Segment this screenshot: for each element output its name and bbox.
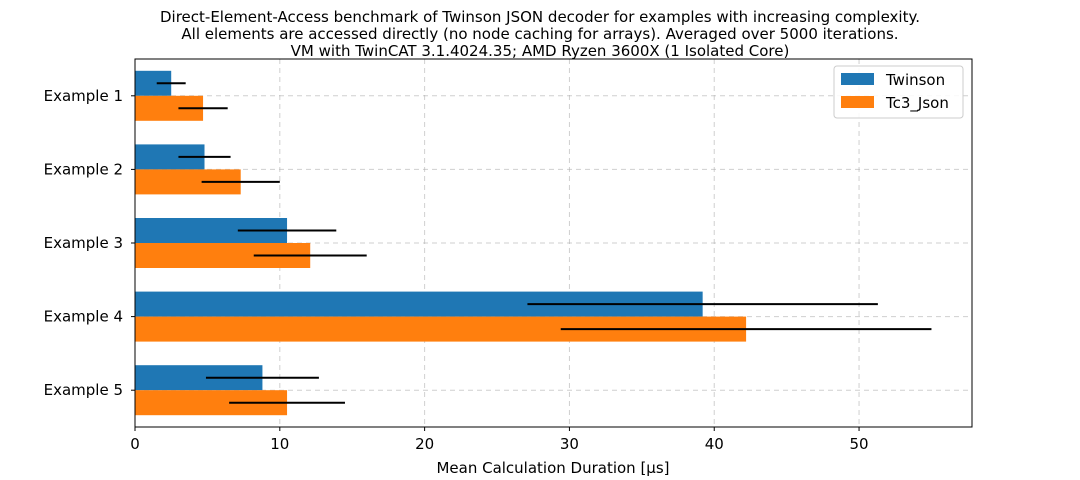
- x-tick-label: 10: [270, 435, 289, 453]
- chart-title-line-3: VM with TwinCAT 3.1.4024.35; AMD Ryzen 3…: [290, 42, 790, 60]
- y-tick-label: Example 2: [44, 160, 123, 178]
- bars: [135, 70, 747, 416]
- legend: Twinson Tc3_Json: [833, 65, 964, 119]
- y-tick-label: Example 3: [44, 234, 123, 252]
- y-tick-label: Example 4: [44, 308, 123, 326]
- legend-label: Twinson: [885, 71, 945, 89]
- legend-label: Tc3_Json: [885, 94, 949, 113]
- x-tick-label: 20: [415, 435, 434, 453]
- chart-title-line-2: All elements are accessed directly (no n…: [181, 25, 899, 43]
- legend-swatch-tc3-json: [841, 96, 874, 108]
- x-tick-label: 30: [560, 435, 579, 453]
- axis-ticks: 0 10 20 30 40 50 Example 1 Example 2 Example 3 Ex…: [44, 87, 869, 453]
- error-bars: [156, 82, 932, 404]
- x-tick-label: 40: [705, 435, 724, 453]
- x-tick-label: 0: [130, 435, 140, 453]
- x-axis-label: Mean Calculation Duration [µs]: [436, 459, 669, 477]
- x-tick-label: 50: [850, 435, 869, 453]
- y-tick-label: Example 1: [44, 87, 123, 105]
- y-tick-label: Example 5: [44, 381, 123, 399]
- chart-title-line-1: Direct-Element-Access benchmark of Twins…: [160, 8, 920, 26]
- legend-swatch-twinson: [841, 73, 874, 85]
